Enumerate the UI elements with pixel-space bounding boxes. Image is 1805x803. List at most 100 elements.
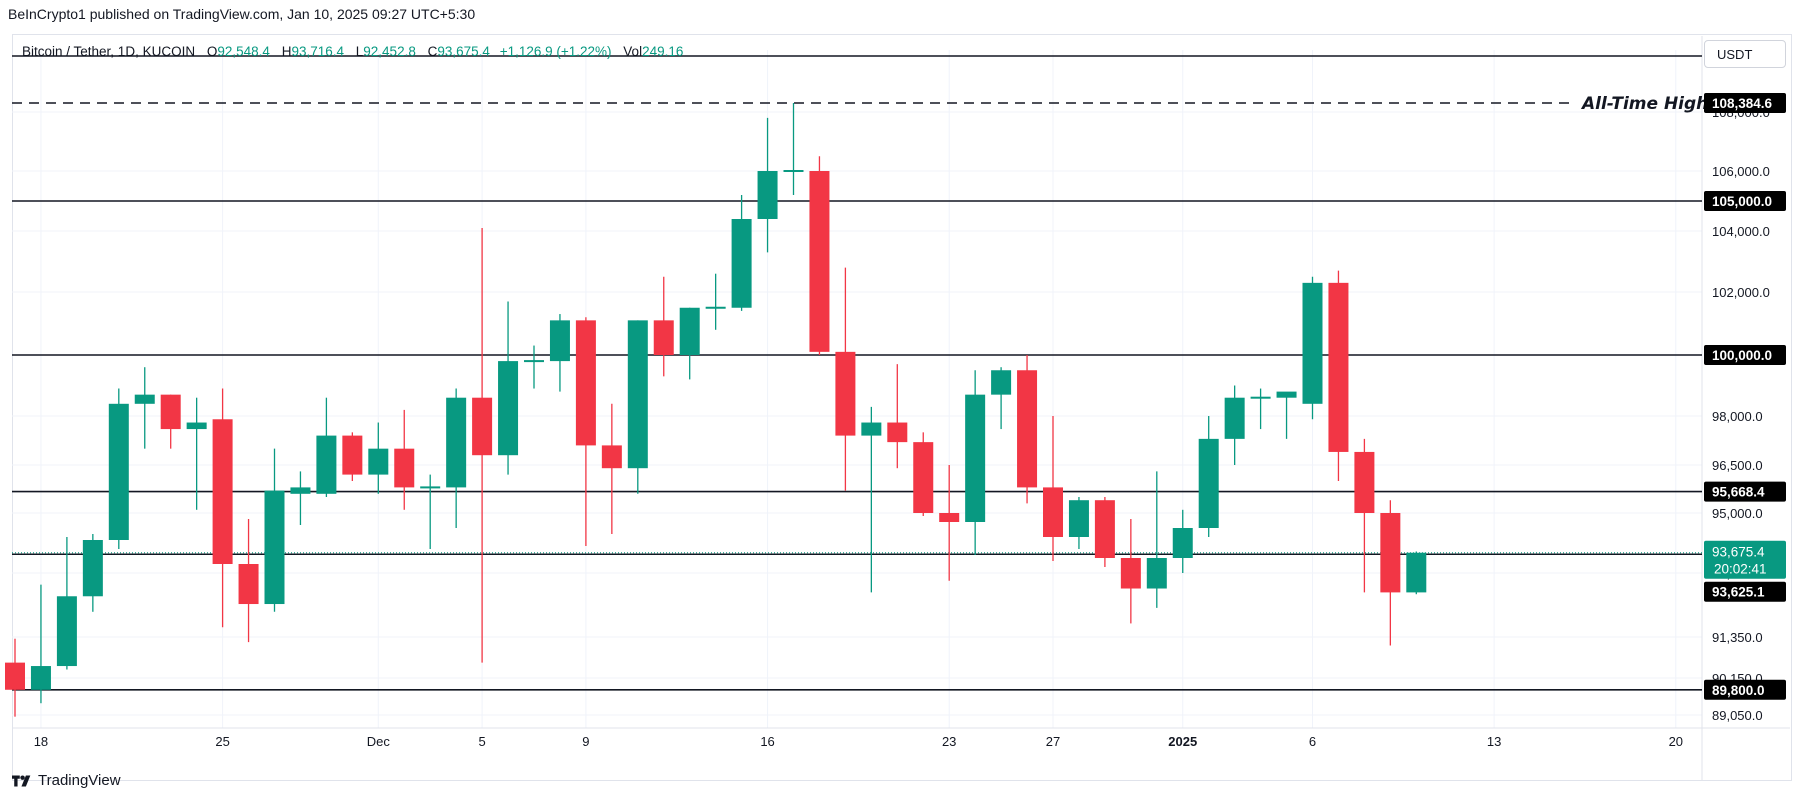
candle-body — [1198, 438, 1219, 528]
candle-body — [861, 422, 882, 436]
ath-annotation: All-Time High — [1580, 94, 1708, 114]
time-tick-label: 2025 — [1168, 734, 1197, 749]
candle-body — [731, 219, 752, 308]
candle-body — [679, 307, 700, 355]
time-tick-label: 9 — [582, 734, 589, 749]
candle-body — [939, 513, 960, 522]
candle-body — [212, 419, 233, 564]
candle-body — [498, 361, 519, 456]
symbol-legend[interactable]: Bitcoin / Tether, 1D, KUCOIN O92,548.4 H… — [22, 44, 683, 59]
change-value: +1,126.9 (+1.22%) — [499, 44, 612, 59]
candle-body — [342, 435, 363, 475]
candle-body — [1250, 396, 1271, 399]
candle-body — [160, 394, 181, 430]
candle-body — [5, 662, 25, 690]
time-tick-label: 27 — [1046, 734, 1060, 749]
candle-body — [1146, 558, 1167, 589]
candles-layer — [5, 103, 1427, 717]
open-value: 92,548.4 — [217, 44, 270, 59]
level-price-tag — [1704, 581, 1786, 602]
candle-body — [757, 171, 778, 219]
current-price-tag — [1704, 540, 1786, 579]
low-label: L — [355, 44, 364, 59]
candle-body — [1120, 558, 1141, 589]
price-tick-label: 91,350.0 — [1712, 630, 1763, 645]
time-tick-label: 23 — [942, 734, 956, 749]
level-price-tag — [1704, 679, 1786, 700]
candle-body — [627, 320, 648, 469]
candle-body — [472, 397, 493, 456]
high-value: 93,716.4 — [291, 44, 344, 59]
level-price-text: 89,800.0 — [1712, 683, 1765, 698]
candle-body — [653, 320, 674, 355]
candle-body — [56, 596, 77, 667]
time-axis: 18 25 Dec 5 9 16 23 27 2025 6 13 20 — [34, 734, 1683, 749]
high-label: H — [281, 44, 292, 59]
tradingview-logo-icon — [12, 774, 31, 787]
level-labels: All-Time High 108,384.6 105,000.0 100,000.0… — [1580, 93, 1786, 700]
candle-body — [575, 320, 596, 446]
candle-body — [1224, 397, 1245, 439]
close-value: 93,675.4 — [437, 44, 490, 59]
candle-body — [134, 394, 155, 404]
candle-body — [549, 320, 570, 362]
price-tick-label: 96,500.0 — [1712, 458, 1763, 473]
level-price-text: 105,000.0 — [1712, 194, 1772, 209]
candle-body — [420, 486, 441, 489]
candle-body — [238, 564, 259, 605]
price-tick-label: 98,000.0 — [1712, 409, 1763, 424]
countdown-text: 20:02:41 — [1714, 562, 1767, 577]
price-tick-label: 95,000.0 — [1712, 506, 1763, 521]
candle-body — [1302, 282, 1323, 404]
candle-body — [1276, 391, 1297, 398]
level-price-text: 95,668.4 — [1712, 485, 1765, 500]
candle-body — [1094, 500, 1115, 558]
candle-body — [1328, 282, 1349, 452]
candle-body — [446, 397, 467, 488]
grid-layer — [12, 36, 1790, 780]
open-label: O — [206, 44, 218, 59]
candle-body — [783, 170, 804, 172]
close-label: C — [427, 44, 438, 59]
tradingview-logo[interactable]: TradingView — [12, 772, 121, 789]
symbol-name: Bitcoin / Tether, 1D, KUCOIN — [22, 44, 196, 59]
candle-body — [1068, 500, 1089, 537]
currency-button[interactable]: USDT — [1704, 40, 1786, 68]
price-tick-label: 104,000.0 — [1712, 224, 1770, 239]
candle-body — [887, 422, 908, 443]
candle-body — [835, 351, 856, 436]
level-price-tag — [1704, 191, 1786, 211]
time-tick-label: 18 — [34, 734, 48, 749]
level-price-tag — [1704, 481, 1786, 502]
candle-body — [1172, 528, 1193, 558]
candle-body — [1043, 487, 1063, 537]
time-tick-label: 16 — [760, 734, 774, 749]
level-price-tag — [1704, 93, 1786, 113]
price-tick-label: 89,050.0 — [1712, 708, 1763, 723]
time-tick-label: 6 — [1309, 734, 1316, 749]
time-tick-label: 13 — [1487, 734, 1501, 749]
candle-body — [913, 442, 934, 513]
candle-body — [264, 490, 285, 605]
level-price-text: 93,625.1 — [1712, 585, 1765, 600]
level-price-text: 108,384.6 — [1712, 96, 1773, 111]
candle-body — [290, 487, 311, 494]
candle-body — [30, 666, 51, 690]
candle-body — [186, 422, 207, 430]
time-tick-label: 20 — [1669, 734, 1683, 749]
candle-body — [601, 445, 622, 469]
time-tick-label: 5 — [478, 734, 485, 749]
candle-body — [316, 435, 337, 494]
time-tick-label: Dec — [367, 734, 391, 749]
price-tick-label: 106,000.0 — [1712, 164, 1770, 179]
candle-body — [1380, 513, 1401, 593]
candle-body — [1406, 552, 1427, 593]
candle-body — [82, 540, 103, 597]
level-price-text: 100,000.0 — [1712, 348, 1772, 363]
candle-body — [368, 448, 389, 475]
time-tick-label: 25 — [215, 734, 229, 749]
tradingview-logo-text: TradingView — [38, 772, 121, 789]
candle-body — [705, 306, 726, 309]
chart-frame — [12, 34, 1792, 781]
